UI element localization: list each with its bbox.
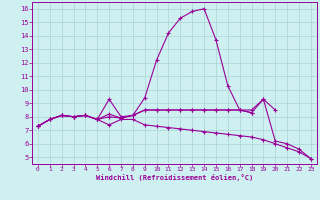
X-axis label: Windchill (Refroidissement éolien,°C): Windchill (Refroidissement éolien,°C) <box>96 174 253 181</box>
